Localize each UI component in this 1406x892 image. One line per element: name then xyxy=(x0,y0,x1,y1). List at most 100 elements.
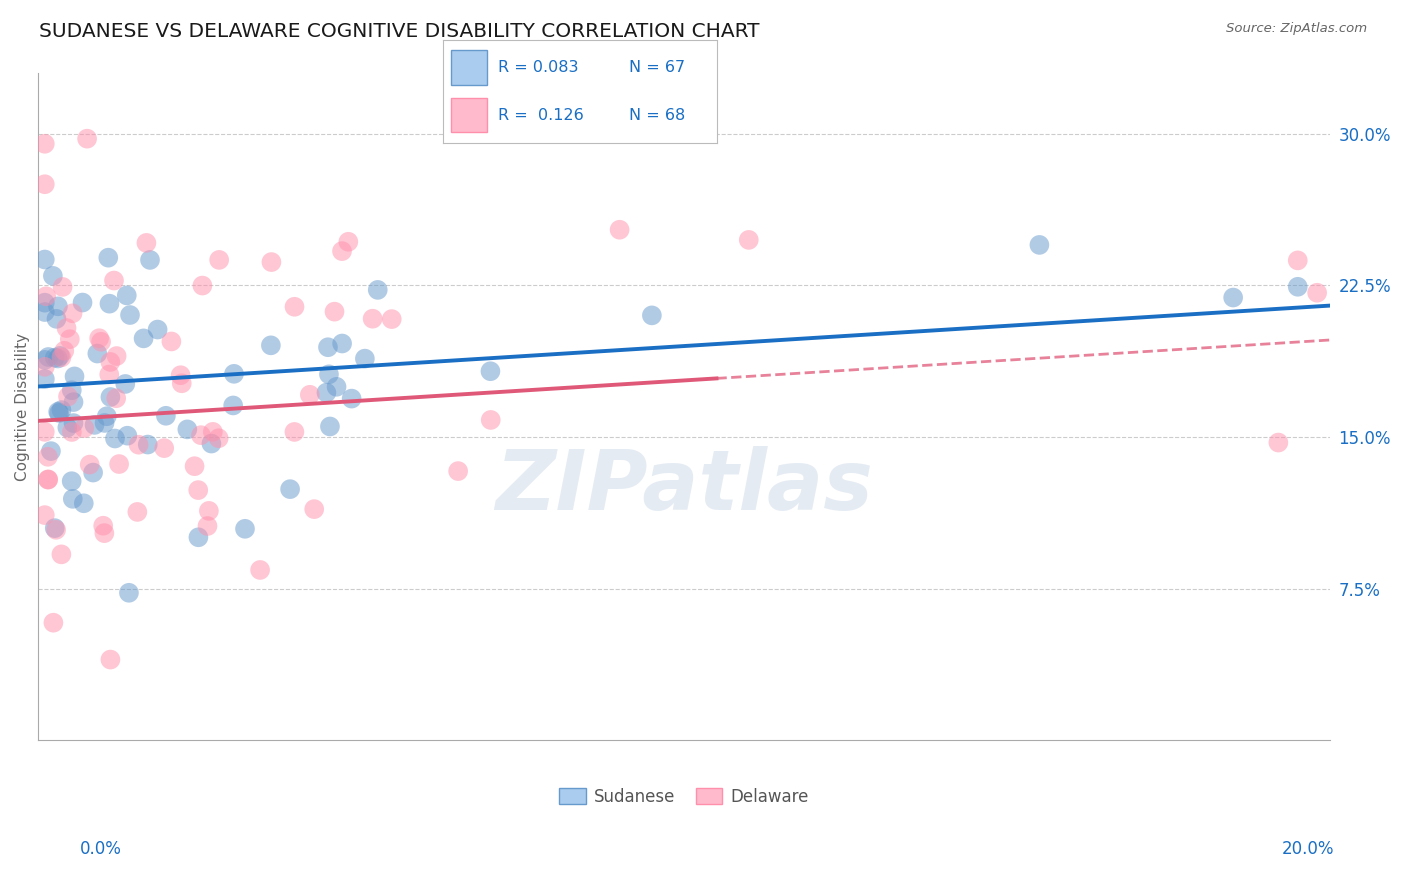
Point xyxy=(73,496,96,510)
Point xyxy=(37,473,59,487)
Point xyxy=(222,399,245,413)
Text: 20.0%: 20.0% xyxy=(1281,840,1334,858)
Point xyxy=(55,321,77,335)
Point xyxy=(114,376,136,391)
Point xyxy=(260,255,283,269)
Point xyxy=(128,438,150,452)
Point xyxy=(115,288,138,302)
Point xyxy=(170,376,193,391)
Point xyxy=(249,563,271,577)
Point xyxy=(187,530,209,544)
Point xyxy=(160,334,183,349)
Text: ZIPatlas: ZIPatlas xyxy=(495,446,873,527)
Point xyxy=(118,308,141,322)
Point xyxy=(37,350,59,364)
Point xyxy=(44,521,66,535)
Point xyxy=(48,406,70,420)
Point xyxy=(34,178,56,192)
Point xyxy=(86,346,108,360)
Point xyxy=(198,504,221,518)
Point xyxy=(340,392,363,406)
Point xyxy=(260,338,283,352)
Point xyxy=(60,425,83,439)
Point xyxy=(60,383,83,397)
Point xyxy=(319,419,342,434)
Point xyxy=(197,519,219,533)
Point xyxy=(325,380,347,394)
Point xyxy=(139,252,162,267)
Point xyxy=(381,312,404,326)
Point xyxy=(337,235,360,249)
Point xyxy=(45,523,67,537)
Point xyxy=(479,364,502,378)
Point xyxy=(118,586,141,600)
Point xyxy=(190,428,212,442)
Point xyxy=(367,283,389,297)
Point xyxy=(89,331,111,345)
Point xyxy=(132,331,155,345)
Point xyxy=(37,450,59,464)
Point xyxy=(1286,253,1309,268)
Point xyxy=(93,526,115,541)
Point xyxy=(278,482,301,496)
Point xyxy=(34,352,56,367)
Point xyxy=(73,421,96,435)
Point xyxy=(302,502,325,516)
Point xyxy=(62,395,84,409)
Point xyxy=(208,431,231,445)
Point xyxy=(62,306,84,320)
Point xyxy=(283,300,305,314)
Point xyxy=(233,522,256,536)
Point xyxy=(330,336,353,351)
Point xyxy=(738,233,761,247)
Point xyxy=(34,372,56,386)
Text: 0.0%: 0.0% xyxy=(80,840,122,858)
Text: R = 0.083: R = 0.083 xyxy=(498,61,578,75)
Point xyxy=(104,432,127,446)
Point xyxy=(283,425,305,439)
Point xyxy=(98,296,121,310)
Y-axis label: Cognitive Disability: Cognitive Disability xyxy=(15,333,30,481)
Text: R =  0.126: R = 0.126 xyxy=(498,108,583,122)
Point xyxy=(34,252,56,267)
Point xyxy=(98,355,121,369)
Point xyxy=(63,369,86,384)
Point xyxy=(56,389,79,403)
Point xyxy=(105,391,128,405)
Point xyxy=(187,483,209,497)
Point xyxy=(1286,279,1309,293)
Point xyxy=(1306,285,1329,300)
Point xyxy=(153,441,176,455)
Point xyxy=(479,413,502,427)
Point xyxy=(90,334,112,349)
Point xyxy=(100,652,122,666)
Point xyxy=(169,368,191,383)
Point xyxy=(35,289,58,303)
Bar xyxy=(451,97,486,132)
Point xyxy=(46,351,69,366)
Point xyxy=(191,278,214,293)
Legend: Sudanese, Delaware: Sudanese, Delaware xyxy=(553,780,815,813)
Point xyxy=(42,615,65,630)
Point xyxy=(315,385,337,400)
Point xyxy=(46,405,69,419)
Point xyxy=(34,136,56,151)
Point xyxy=(201,425,224,439)
Point xyxy=(34,305,56,319)
Point xyxy=(52,280,75,294)
Point xyxy=(97,251,120,265)
Point xyxy=(135,235,157,250)
Text: Source: ZipAtlas.com: Source: ZipAtlas.com xyxy=(1226,22,1367,36)
Point xyxy=(51,547,73,561)
Point xyxy=(208,252,231,267)
Point xyxy=(53,343,76,358)
Point xyxy=(91,518,114,533)
Point xyxy=(222,367,245,381)
Point xyxy=(37,472,59,486)
Point xyxy=(49,349,72,363)
Point xyxy=(34,295,56,310)
Point xyxy=(361,311,384,326)
Point xyxy=(72,295,94,310)
Point xyxy=(76,131,98,145)
Point xyxy=(100,390,122,404)
